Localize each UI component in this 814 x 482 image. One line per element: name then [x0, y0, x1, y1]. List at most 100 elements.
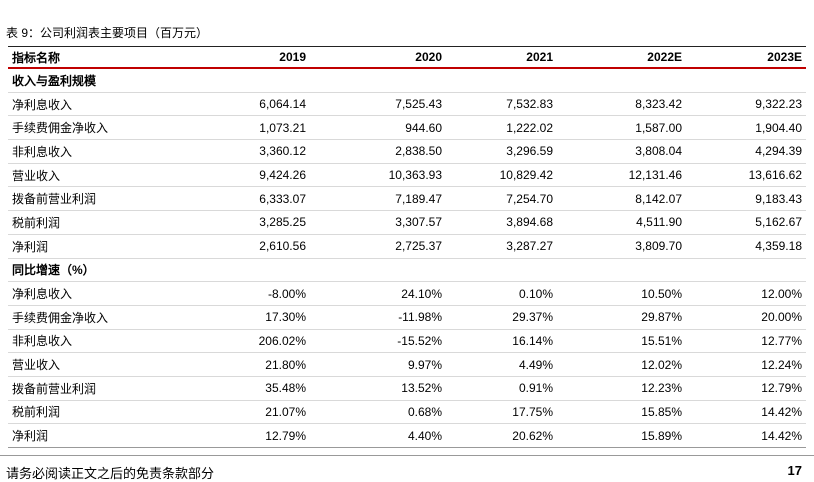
data-row: 手续费佣金净收入 1,073.21 944.60 1,222.02 1,587.00 1,… — [8, 115, 806, 141]
empty-cell — [310, 258, 446, 283]
value-cell: 3,296.59 — [446, 139, 557, 164]
value-cell: 4.40% — [310, 423, 446, 448]
value-cell: 13.52% — [310, 376, 446, 401]
footer-text: 请务必阅读正文之后的免责条款部分 — [6, 466, 215, 481]
value-cell: 12.24% — [686, 352, 806, 377]
value-cell: 3,360.12 — [200, 139, 310, 164]
value-cell: -15.52% — [310, 329, 446, 354]
value-cell: 29.87% — [557, 305, 686, 330]
header-row: 指标名称 2019 2020 2021 2022E 2023E — [8, 46, 806, 69]
data-row: 净利润 2,610.56 2,725.37 3,287.27 3,809.70 4,359… — [8, 234, 806, 259]
header-cell: 2021 — [446, 46, 557, 69]
value-cell: 3,307.57 — [310, 210, 446, 235]
data-row: 营业收入 21.80% 9.97% 4.49% 12.02% 12.24% — [8, 352, 806, 377]
value-cell: 0.68% — [310, 400, 446, 425]
value-cell: 17.30% — [200, 305, 310, 330]
value-cell: 7,189.47 — [310, 186, 446, 212]
value-cell: 12.79% — [686, 376, 806, 401]
value-cell: 16.14% — [446, 329, 557, 354]
value-cell: 20.62% — [446, 423, 557, 448]
value-cell: 12.00% — [686, 281, 806, 306]
value-cell: 6,333.07 — [200, 186, 310, 212]
value-cell: 3,808.04 — [557, 139, 686, 164]
value-cell: 944.60 — [310, 115, 446, 141]
row-label: 非利息收入 — [8, 329, 200, 354]
table-title: 表 9：公司利润表主要项目（百万元） — [6, 26, 209, 40]
value-cell: 21.07% — [200, 400, 310, 425]
section-row: 同比增速（%） — [8, 258, 806, 283]
value-cell: 10.50% — [557, 281, 686, 306]
value-cell: 7,254.70 — [446, 186, 557, 212]
value-cell: 17.75% — [446, 400, 557, 425]
section-row: 收入与盈利规模 — [8, 68, 806, 93]
row-label: 税前利润 — [8, 210, 200, 235]
empty-cell — [686, 68, 806, 93]
empty-cell — [200, 68, 310, 93]
value-cell: 4,294.39 — [686, 139, 806, 164]
data-row: 拨备前营业利润 35.48% 13.52% 0.91% 12.23% 12.79% — [8, 376, 806, 401]
value-cell: 2,725.37 — [310, 234, 446, 259]
data-row: 税前利润 21.07% 0.68% 17.75% 15.85% 14.42% — [8, 400, 806, 425]
value-cell: 3,285.25 — [200, 210, 310, 235]
header-cell: 2019 — [200, 46, 310, 69]
value-cell: 2,610.56 — [200, 234, 310, 259]
empty-cell — [446, 68, 557, 93]
data-row: 税前利润 3,285.25 3,307.57 3,894.68 4,511.90 5,16… — [8, 210, 806, 235]
data-row: 净利息收入 -8.00% 24.10% 0.10% 10.50% 12.00% — [8, 281, 806, 306]
value-cell: 9,183.43 — [686, 186, 806, 212]
value-cell: 4.49% — [446, 352, 557, 377]
header-cell: 2022E — [557, 46, 686, 69]
value-cell: 9,424.26 — [200, 163, 310, 188]
value-cell: 3,894.68 — [446, 210, 557, 235]
empty-cell — [446, 258, 557, 283]
value-cell: 9.97% — [310, 352, 446, 377]
empty-cell — [686, 258, 806, 283]
value-cell: 9,322.23 — [686, 92, 806, 117]
value-cell: 15.51% — [557, 329, 686, 354]
value-cell: 0.91% — [446, 376, 557, 401]
value-cell: 15.85% — [557, 400, 686, 425]
value-cell: 12.23% — [557, 376, 686, 401]
value-cell: 1,587.00 — [557, 115, 686, 141]
value-cell: 14.42% — [686, 400, 806, 425]
empty-cell — [310, 68, 446, 93]
profit-table: 指标名称 2019 2020 2021 2022E 2023E 收入与盈利规模 净利息收入 6… — [8, 46, 806, 448]
value-cell: 29.37% — [446, 305, 557, 330]
data-row: 营业收入 9,424.26 10,363.93 10,829.42 12,131.46 1… — [8, 163, 806, 188]
row-label: 税前利润 — [8, 400, 200, 425]
section-label: 同比增速（%） — [8, 258, 200, 283]
row-label: 营业收入 — [8, 352, 200, 377]
header-cell: 指标名称 — [8, 46, 200, 69]
value-cell: 15.89% — [557, 423, 686, 448]
value-cell: 14.42% — [686, 423, 806, 448]
value-cell: 5,162.67 — [686, 210, 806, 235]
value-cell: 0.10% — [446, 281, 557, 306]
value-cell: 3,809.70 — [557, 234, 686, 259]
value-cell: -8.00% — [200, 281, 310, 306]
value-cell: 12.79% — [200, 423, 310, 448]
data-row: 净利息收入 6,064.14 7,525.43 7,532.83 8,323.42 9,3… — [8, 92, 806, 117]
value-cell: 4,359.18 — [686, 234, 806, 259]
data-row: 净利润 12.79% 4.40% 20.62% 15.89% 14.42% — [8, 423, 806, 448]
row-label: 拨备前营业利润 — [8, 186, 200, 212]
header-cell: 2023E — [686, 46, 806, 69]
value-cell: 206.02% — [200, 329, 310, 354]
section-label: 收入与盈利规模 — [8, 68, 200, 93]
row-label: 非利息收入 — [8, 139, 200, 164]
value-cell: -11.98% — [310, 305, 446, 330]
value-cell: 12.77% — [686, 329, 806, 354]
value-cell: 24.10% — [310, 281, 446, 306]
value-cell: 4,511.90 — [557, 210, 686, 235]
row-label: 手续费佣金净收入 — [8, 115, 200, 141]
row-label: 手续费佣金净收入 — [8, 305, 200, 330]
page-number: 17 — [787, 463, 802, 478]
row-label: 净利润 — [8, 234, 200, 259]
row-label: 净利息收入 — [8, 281, 200, 306]
value-cell: 1,073.21 — [200, 115, 310, 141]
value-cell: 7,532.83 — [446, 92, 557, 117]
value-cell: 8,142.07 — [557, 186, 686, 212]
data-row: 拨备前营业利润 6,333.07 7,189.47 7,254.70 8,142.07 9… — [8, 186, 806, 212]
value-cell: 1,222.02 — [446, 115, 557, 141]
value-cell: 2,838.50 — [310, 139, 446, 164]
empty-cell — [557, 68, 686, 93]
